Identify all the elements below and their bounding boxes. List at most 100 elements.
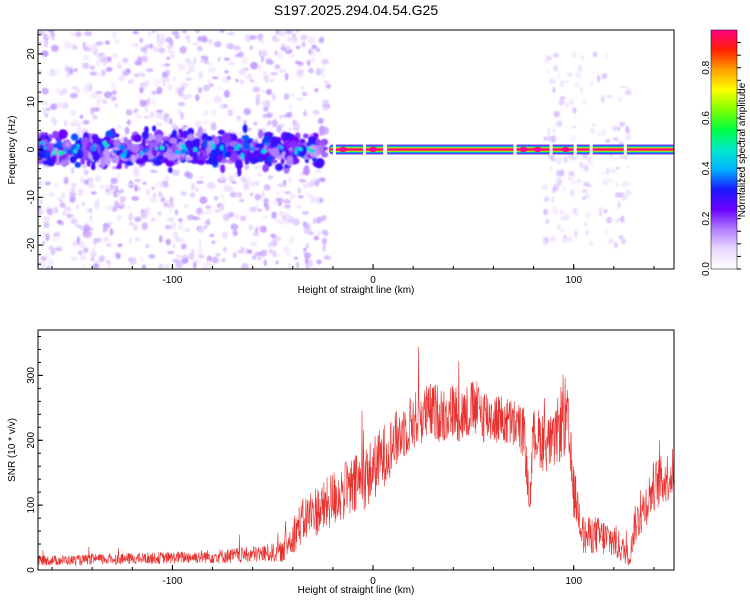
patch-blob bbox=[577, 64, 583, 73]
noise-blob bbox=[108, 260, 111, 269]
noise-blob bbox=[90, 191, 97, 195]
noise-blob bbox=[268, 242, 272, 248]
noise-blob bbox=[133, 108, 139, 114]
colorbar-tick-label: 0.2 bbox=[701, 211, 712, 225]
noise-blob bbox=[126, 182, 133, 187]
noise-blob bbox=[240, 176, 247, 183]
colorbar-tick-label: 0.8 bbox=[701, 60, 712, 74]
noise-blob bbox=[116, 124, 122, 129]
noise-blob bbox=[193, 57, 197, 65]
noise-blob bbox=[207, 80, 211, 84]
noise-blob bbox=[172, 76, 177, 81]
noise-blob bbox=[132, 30, 139, 35]
noise-blob bbox=[223, 90, 230, 98]
noise-blob bbox=[83, 224, 91, 232]
patch-blob bbox=[582, 99, 587, 105]
patch-blob bbox=[582, 196, 586, 200]
noise-blob bbox=[184, 57, 192, 64]
band-blob bbox=[196, 159, 206, 165]
noise-blob bbox=[158, 235, 163, 243]
noise-blob bbox=[182, 228, 191, 232]
noise-blob bbox=[276, 52, 284, 58]
noise-blob bbox=[275, 253, 281, 258]
noise-blob bbox=[41, 241, 46, 246]
patch-blob bbox=[590, 127, 595, 134]
band-blob bbox=[125, 161, 134, 166]
band-hot-blob bbox=[278, 145, 284, 150]
noise-blob bbox=[70, 256, 78, 262]
patch-blob bbox=[570, 188, 575, 197]
patch-blob bbox=[552, 87, 556, 93]
carrier-gap bbox=[363, 143, 366, 156]
y-tick-label: 200 bbox=[26, 431, 37, 448]
patch-blob bbox=[586, 184, 592, 188]
noise-blob bbox=[144, 80, 150, 88]
patch-blob bbox=[542, 239, 547, 247]
patch-blob bbox=[565, 101, 569, 109]
noise-blob bbox=[228, 61, 235, 66]
noise-blob bbox=[303, 112, 307, 116]
noise-blob bbox=[249, 206, 257, 213]
noise-blob bbox=[174, 209, 179, 216]
noise-blob bbox=[114, 185, 119, 191]
noise-blob bbox=[103, 226, 109, 232]
noise-blob bbox=[132, 224, 138, 232]
band-hot-blob bbox=[123, 149, 128, 155]
band-blob bbox=[60, 160, 70, 166]
band-blob bbox=[271, 136, 278, 147]
noise-blob bbox=[175, 235, 180, 243]
noise-blob bbox=[125, 109, 133, 116]
noise-blob bbox=[71, 182, 77, 189]
noise-blob bbox=[249, 79, 255, 83]
noise-blob bbox=[89, 65, 96, 70]
band-hot-blob bbox=[159, 145, 165, 151]
noise-blob bbox=[199, 196, 208, 204]
patch-blob bbox=[559, 210, 565, 215]
patch-blob bbox=[604, 52, 608, 61]
noise-blob bbox=[241, 263, 249, 269]
noise-blob bbox=[41, 50, 49, 57]
noise-blob bbox=[107, 56, 112, 63]
noise-blob bbox=[317, 117, 324, 124]
noise-blob bbox=[275, 217, 283, 224]
noise-blob bbox=[310, 58, 316, 63]
band-blob bbox=[100, 156, 106, 168]
patch-blob bbox=[589, 240, 594, 246]
patch-blob bbox=[620, 85, 628, 89]
spectrogram-y-label: Frequency (Hz) bbox=[7, 116, 18, 185]
patch-blob bbox=[571, 125, 577, 129]
band-hot-blob bbox=[237, 143, 241, 147]
band-blob bbox=[104, 154, 111, 166]
snr-marks bbox=[38, 347, 674, 566]
noise-blob bbox=[126, 119, 131, 126]
band-blob bbox=[235, 159, 244, 170]
noise-blob bbox=[166, 56, 170, 60]
noise-blob bbox=[93, 237, 97, 246]
noise-blob bbox=[179, 46, 187, 54]
noise-blob bbox=[200, 55, 209, 60]
noise-blob bbox=[301, 41, 306, 48]
noise-blob bbox=[134, 184, 138, 192]
noise-blob bbox=[259, 38, 265, 44]
noise-blob bbox=[202, 128, 208, 134]
figure-title: S197.2025.294.04.54.G25 bbox=[274, 2, 438, 18]
band-hot-blob bbox=[144, 147, 149, 154]
noise-blob bbox=[45, 254, 50, 259]
carrier-gap bbox=[549, 143, 553, 156]
noise-blob bbox=[311, 44, 317, 50]
patch-blob bbox=[625, 134, 631, 141]
patch-blob bbox=[614, 241, 618, 249]
noise-blob bbox=[82, 54, 90, 61]
patch-blob bbox=[624, 90, 632, 96]
band-hot-blob bbox=[73, 148, 78, 154]
band-blob bbox=[171, 129, 178, 138]
noise-blob bbox=[301, 85, 305, 91]
noise-blob bbox=[40, 260, 46, 269]
band-blob bbox=[126, 139, 133, 144]
noise-blob bbox=[105, 40, 110, 45]
band-blob bbox=[262, 164, 269, 173]
noise-blob bbox=[233, 45, 241, 51]
patch-blob bbox=[556, 224, 562, 230]
noise-blob bbox=[258, 50, 262, 58]
noise-blob bbox=[316, 216, 322, 224]
